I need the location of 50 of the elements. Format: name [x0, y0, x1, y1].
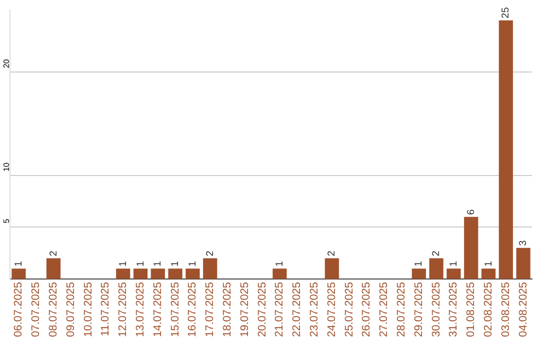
x-tick-label: 22.07.2025 — [291, 282, 304, 338]
x-tick-label: 08.07.2025 — [48, 282, 60, 338]
x-tick-label: 21.07.2025 — [274, 282, 286, 338]
x-tick-label: 30.07.2025 — [430, 282, 442, 338]
data-label: 1 — [274, 260, 286, 267]
x-tick-label: 29.07.2025 — [412, 282, 425, 338]
x-tick-label: 28.07.2025 — [396, 282, 408, 338]
data-label: 2 — [48, 250, 60, 256]
data-label: 1 — [187, 260, 198, 267]
x-tick-label: 24.07.2025 — [326, 282, 338, 338]
x-tick-label: 02.08.2025 — [482, 282, 495, 338]
data-label: 1 — [483, 260, 494, 267]
x-tick-label: 23.07.2025 — [308, 282, 321, 338]
x-tick-label: 15.07.2025 — [169, 282, 182, 338]
x-tick-label: 09.07.2025 — [64, 282, 77, 338]
data-label: 1 — [118, 260, 129, 267]
y-tick-label: 20 — [2, 58, 12, 68]
x-tick-label: 11.07.2025 — [100, 282, 112, 336]
x-tick-label: 10.07.2025 — [82, 282, 94, 338]
x-tick-label: 31.07.2025 — [448, 282, 460, 338]
x-tick-label: 12.07.2025 — [117, 282, 130, 338]
x-tick-label: 20.07.2025 — [256, 282, 268, 338]
data-label: 2 — [431, 250, 442, 256]
data-label: 1 — [170, 260, 182, 267]
x-tick-label: 14.07.2025 — [152, 282, 164, 338]
x-tick-label: 01.08.2025 — [465, 282, 478, 338]
x-tick-label: 13.07.2025 — [134, 282, 147, 338]
x-tick-label: 26.07.2025 — [360, 282, 373, 338]
x-tick-label: 27.07.2025 — [378, 282, 390, 338]
x-tick-label: 16.07.2025 — [186, 282, 199, 338]
x-tick-label: 07.07.2025 — [30, 282, 42, 338]
data-label: 1 — [13, 260, 24, 267]
data-label: 1 — [448, 260, 460, 267]
x-tick-label: 06.07.2025 — [12, 282, 25, 338]
data-label: 25 — [500, 6, 512, 18]
y-tick-label: 10 — [2, 162, 12, 172]
y-tick-label: 5 — [2, 218, 12, 224]
data-label: 6 — [466, 208, 477, 215]
data-label: 3 — [518, 240, 530, 246]
x-tick-label: 17.07.2025 — [204, 282, 216, 338]
x-tick-label: 03.08.2025 — [500, 282, 512, 338]
data-label: 2 — [204, 250, 216, 256]
x-tick-label: 18.07.2025 — [222, 282, 234, 338]
data-label: 1 — [414, 260, 425, 267]
x-tick-label: 04.08.2025 — [517, 282, 530, 338]
data-label: 2 — [326, 250, 338, 256]
x-tick-label: 25.07.2025 — [343, 282, 356, 338]
x-tick-label: 19.07.2025 — [238, 282, 251, 338]
data-label: 1 — [135, 260, 146, 267]
data-label: 1 — [152, 260, 164, 267]
